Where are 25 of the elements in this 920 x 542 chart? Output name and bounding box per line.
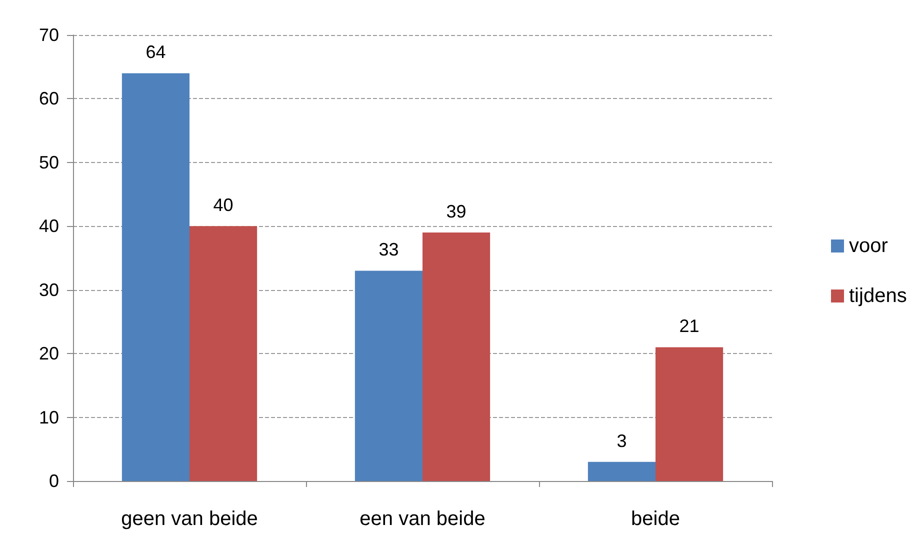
bar xyxy=(190,226,258,481)
x-tick-label: beide xyxy=(631,508,680,530)
y-tick-label: 10 xyxy=(38,407,59,428)
x-tick-label: een van beide xyxy=(360,508,486,530)
bar xyxy=(354,270,422,481)
bar xyxy=(588,462,656,481)
x-tick-label: geen van beide xyxy=(121,508,258,530)
data-label: 64 xyxy=(146,42,166,62)
y-tick-label: 0 xyxy=(48,471,59,491)
legend-label: tijdens xyxy=(849,285,907,307)
bar xyxy=(656,347,724,481)
y-tick-label: 60 xyxy=(38,88,59,109)
data-label: 3 xyxy=(616,430,627,451)
data-label: 39 xyxy=(446,202,466,222)
y-tick-label: 70 xyxy=(38,25,59,45)
data-label: 40 xyxy=(213,195,234,216)
bar xyxy=(422,232,490,481)
y-tick-label: 30 xyxy=(38,280,59,300)
y-tick-label: 50 xyxy=(38,152,59,172)
legend-label: voor xyxy=(849,235,888,257)
data-label: 33 xyxy=(378,240,399,260)
y-tick-label: 20 xyxy=(38,344,59,364)
data-label: 21 xyxy=(679,316,700,336)
y-tick-label: 40 xyxy=(38,216,59,236)
bar xyxy=(122,73,190,481)
